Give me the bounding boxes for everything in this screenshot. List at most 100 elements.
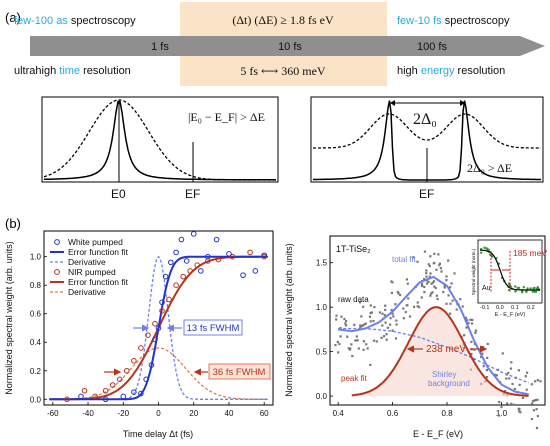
raw-data-point (536, 414, 539, 418)
raw-data-point (500, 406, 503, 409)
raw-data-point (518, 408, 521, 411)
x-tick-label: -60 (47, 409, 59, 418)
raw-data-point (486, 356, 489, 359)
legend-marker-white (54, 239, 60, 245)
raw-data-point (427, 263, 430, 266)
nir-data-point (109, 382, 116, 388)
raw-data-point (406, 304, 409, 307)
raw-data-point (394, 303, 397, 306)
inset-data-point (514, 285, 517, 288)
raw-data-point (430, 292, 433, 295)
raw-data-point (399, 293, 402, 297)
raw-data-point (418, 306, 421, 309)
raw-data-point (389, 323, 392, 326)
white-data-point (178, 236, 185, 243)
raw-data-point (504, 390, 507, 393)
nir-data-point (247, 249, 253, 256)
y-tick-label: 0.8 (30, 281, 42, 290)
raw-data-point (372, 339, 376, 342)
raw-data-point (431, 281, 434, 284)
raw-data-point (470, 340, 473, 343)
raw-data-point (359, 301, 362, 304)
raw-data-point (416, 301, 419, 304)
raw-data-point (525, 388, 528, 391)
panel-b-label: (b) (5, 216, 21, 231)
raw-data-point (369, 363, 372, 366)
raw-data-point (429, 294, 432, 297)
raw-data-point (434, 286, 437, 290)
raw-data-point (466, 319, 469, 322)
x-axis-label: Time delay Δt (fs) (123, 429, 193, 439)
inset-sample-label: Au (482, 285, 491, 292)
nir-data-point (123, 367, 130, 374)
left-bottom-caption: ultrahigh time resolution (14, 65, 131, 77)
x-tick-label: 0 (156, 409, 161, 418)
nir-data-point (229, 253, 236, 260)
raw-data-point (364, 322, 367, 325)
nir-data-point (187, 268, 194, 274)
white-data-point (143, 376, 149, 383)
raw-data-point (429, 272, 432, 275)
shirley-label-1: Shirley (432, 370, 456, 379)
raw-data-point (369, 320, 372, 323)
white-data-point (240, 272, 246, 279)
inset-data-point (485, 247, 489, 250)
raw-data-point (449, 312, 452, 315)
shirley-background-curve (338, 327, 529, 384)
raw-data-point (439, 267, 442, 270)
inset-xtick-0: -0.1 (480, 305, 489, 311)
raw-data-point (510, 402, 513, 405)
raw-data-point (535, 408, 538, 411)
raw-data-point (369, 311, 372, 315)
raw-data-point (533, 399, 536, 402)
label-ef: EF (419, 187, 434, 201)
nir-data-point (152, 320, 158, 327)
inset: 185 meV Au -0.1 0.0 0.1 0.2 E - E_F (eV)… (471, 239, 547, 318)
raw-data-point (430, 282, 433, 285)
inset-data-point (525, 290, 528, 294)
inset-fwhm-label: 185 meV (513, 248, 547, 258)
raw-data-point (349, 347, 352, 350)
raw-data-point (408, 315, 412, 318)
white-data-point (183, 258, 190, 264)
tick-1fs: 1 fs (151, 41, 169, 53)
nir-data-point (159, 308, 165, 314)
y-tick-label: 0.0 (30, 395, 42, 404)
raw-data-point (339, 335, 342, 338)
raw-data-point (416, 260, 419, 263)
tick-100fs: 100 fs (417, 41, 447, 53)
raw-data-point (340, 315, 343, 318)
raw-data-point (509, 367, 512, 370)
inset-xtick-2: 0.1 (511, 305, 519, 311)
raw-data-point (427, 280, 430, 283)
raw-data-point (402, 307, 405, 310)
shirley-label-2: background (428, 379, 470, 388)
raw-data-point (336, 340, 339, 344)
raw-data-point (470, 322, 474, 325)
nir-data-point (194, 262, 201, 269)
x-tick-label: -20 (117, 409, 129, 418)
raw-data-point (391, 281, 394, 284)
white-data-point (226, 251, 232, 257)
inset-data-point (529, 287, 532, 290)
raw-data-point (420, 296, 423, 299)
raw-data-point (447, 294, 450, 297)
x-tick-label: 40 (225, 409, 234, 418)
raw-data-point (337, 351, 340, 354)
raw-data-point (436, 297, 439, 301)
raw-data-point (397, 292, 400, 295)
legend-nir-fit: Error function fit (68, 277, 129, 287)
inset-data-point (520, 290, 524, 293)
total-fit-curve (338, 275, 529, 396)
raw-data-point (474, 331, 477, 334)
raw-data-point (412, 256, 415, 259)
uncertainty-relation: (Δt) (ΔE) ≥ 1.8 fs eV (232, 13, 334, 27)
raw-data-point (350, 343, 353, 346)
raw-data-point (445, 279, 448, 282)
total-fit-label: total fit (392, 255, 416, 264)
raw-data-point (404, 311, 407, 314)
raw-data-point (518, 410, 521, 413)
raw-data-point (395, 319, 398, 322)
raw-data-point (485, 376, 489, 379)
